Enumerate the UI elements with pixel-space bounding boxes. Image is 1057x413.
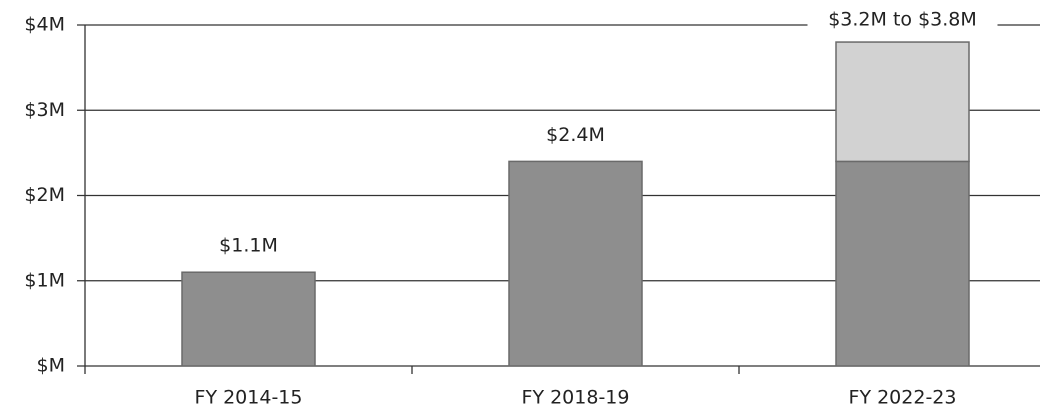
x-tick-label: FY 2014-15 — [195, 387, 303, 409]
y-tick-label: $2M — [24, 184, 65, 206]
y-tick-label: $M — [37, 355, 65, 377]
bar-segment — [835, 41, 970, 163]
y-tick-label: $1M — [24, 269, 65, 291]
x-tick-label: FY 2018-19 — [522, 387, 630, 409]
data-label: $2.4M — [546, 124, 605, 146]
bar-segment — [181, 271, 316, 367]
data-label: $1.1M — [219, 235, 278, 257]
y-tick-label: $3M — [24, 99, 65, 121]
y-tick-label: $4M — [24, 14, 65, 36]
annotation-bg — [807, 8, 998, 35]
bar-segment — [835, 160, 970, 367]
bar-segment — [508, 160, 643, 367]
annotation: $3.2M to $3.8M — [828, 9, 977, 31]
x-tick-label: FY 2022-23 — [849, 387, 957, 409]
